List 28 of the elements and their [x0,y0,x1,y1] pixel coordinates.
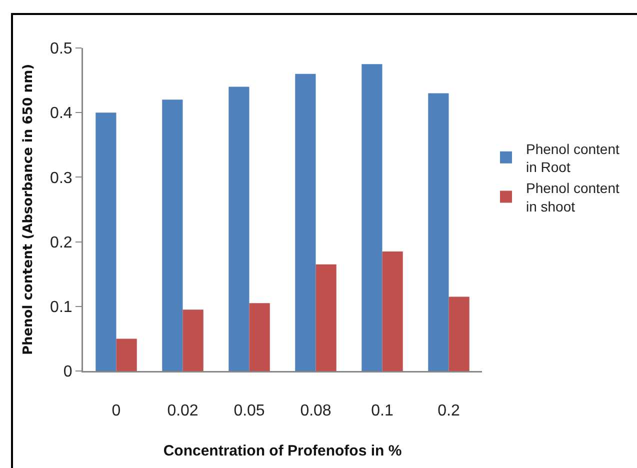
x-tick-label: 0.08 [300,402,332,420]
bar [116,338,137,371]
x-tick-label: 0.05 [234,402,265,420]
legend-label: Phenol content in Root [526,140,620,175]
bar [448,296,470,371]
bar [162,100,183,371]
bar [428,93,449,371]
x-axis-title: Concentration of Profenofos in % [163,442,402,460]
bar [182,310,204,371]
bar [228,86,250,371]
bar [382,251,403,371]
y-tick-label: 0.1 [50,299,72,316]
y-tick-label: 0.3 [50,170,72,187]
x-tick-label: 0 [112,402,121,420]
x-tick-label: 0.1 [371,402,394,420]
bar [249,303,270,371]
bar [362,64,382,371]
y-tick-label: 0.5 [50,40,72,58]
x-tick-label: 0.02 [167,402,198,420]
bar [295,74,316,371]
y-tick-label: 0.2 [50,234,72,252]
x-tick-label: 0.2 [438,402,460,420]
bar [96,112,116,371]
y-tick-label: 0.4 [50,105,72,122]
y-axis-title: Phenol content (Absorbance in 650 nm) [21,64,36,356]
y-tick-label: 0 [63,364,72,381]
bar [316,264,336,371]
legend-label: Phenol content in shoot [526,180,620,214]
